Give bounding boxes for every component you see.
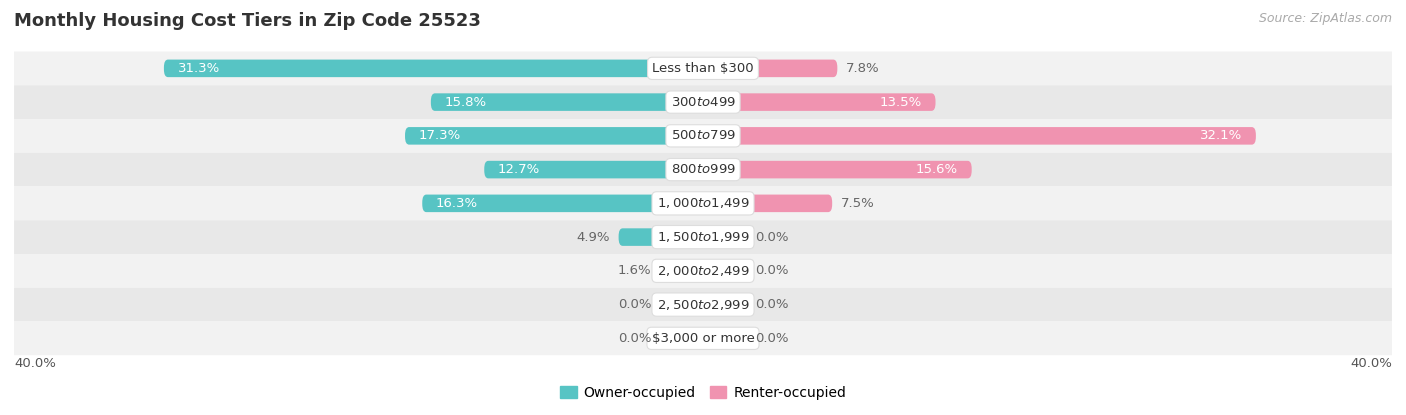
- Text: 7.5%: 7.5%: [841, 197, 875, 210]
- Text: Less than $300: Less than $300: [652, 62, 754, 75]
- FancyBboxPatch shape: [14, 153, 1392, 186]
- Text: $800 to $999: $800 to $999: [671, 163, 735, 176]
- Text: 13.5%: 13.5%: [880, 95, 922, 109]
- Text: 0.0%: 0.0%: [617, 332, 651, 345]
- FancyBboxPatch shape: [14, 85, 1392, 119]
- Text: 15.6%: 15.6%: [915, 163, 957, 176]
- Text: 0.0%: 0.0%: [755, 231, 789, 244]
- FancyBboxPatch shape: [165, 60, 703, 77]
- Text: 1.6%: 1.6%: [617, 264, 651, 277]
- FancyBboxPatch shape: [14, 186, 1392, 220]
- Text: $1,500 to $1,999: $1,500 to $1,999: [657, 230, 749, 244]
- Text: 4.9%: 4.9%: [576, 231, 610, 244]
- Text: 0.0%: 0.0%: [755, 264, 789, 277]
- FancyBboxPatch shape: [659, 262, 703, 280]
- Text: 17.3%: 17.3%: [419, 129, 461, 142]
- FancyBboxPatch shape: [14, 51, 1392, 85]
- Text: Monthly Housing Cost Tiers in Zip Code 25523: Monthly Housing Cost Tiers in Zip Code 2…: [14, 12, 481, 30]
- Text: 15.8%: 15.8%: [444, 95, 486, 109]
- Text: Source: ZipAtlas.com: Source: ZipAtlas.com: [1258, 12, 1392, 25]
- Text: 0.0%: 0.0%: [755, 332, 789, 345]
- Text: $3,000 or more: $3,000 or more: [651, 332, 755, 345]
- FancyBboxPatch shape: [703, 60, 838, 77]
- Text: 0.0%: 0.0%: [755, 298, 789, 311]
- FancyBboxPatch shape: [14, 322, 1392, 355]
- FancyBboxPatch shape: [703, 93, 935, 111]
- Text: 40.0%: 40.0%: [14, 357, 56, 370]
- Text: 0.0%: 0.0%: [617, 298, 651, 311]
- FancyBboxPatch shape: [703, 296, 747, 313]
- FancyBboxPatch shape: [703, 161, 972, 178]
- FancyBboxPatch shape: [703, 330, 747, 347]
- Text: 32.1%: 32.1%: [1199, 129, 1241, 142]
- Text: 12.7%: 12.7%: [498, 163, 540, 176]
- FancyBboxPatch shape: [484, 161, 703, 178]
- FancyBboxPatch shape: [703, 195, 832, 212]
- Text: $500 to $799: $500 to $799: [671, 129, 735, 142]
- Text: 31.3%: 31.3%: [177, 62, 219, 75]
- FancyBboxPatch shape: [405, 127, 703, 145]
- Text: $2,500 to $2,999: $2,500 to $2,999: [657, 298, 749, 312]
- Legend: Owner-occupied, Renter-occupied: Owner-occupied, Renter-occupied: [554, 380, 852, 405]
- Text: 16.3%: 16.3%: [436, 197, 478, 210]
- FancyBboxPatch shape: [703, 228, 747, 246]
- Text: 7.8%: 7.8%: [846, 62, 880, 75]
- FancyBboxPatch shape: [14, 254, 1392, 288]
- FancyBboxPatch shape: [430, 93, 703, 111]
- FancyBboxPatch shape: [422, 195, 703, 212]
- FancyBboxPatch shape: [659, 296, 703, 313]
- FancyBboxPatch shape: [703, 127, 1256, 145]
- FancyBboxPatch shape: [659, 330, 703, 347]
- Text: $300 to $499: $300 to $499: [671, 95, 735, 109]
- FancyBboxPatch shape: [14, 220, 1392, 254]
- FancyBboxPatch shape: [14, 119, 1392, 153]
- FancyBboxPatch shape: [619, 228, 703, 246]
- Text: $2,000 to $2,499: $2,000 to $2,499: [657, 264, 749, 278]
- Text: 40.0%: 40.0%: [1350, 357, 1392, 370]
- Text: $1,000 to $1,499: $1,000 to $1,499: [657, 196, 749, 210]
- FancyBboxPatch shape: [703, 262, 747, 280]
- FancyBboxPatch shape: [14, 288, 1392, 322]
